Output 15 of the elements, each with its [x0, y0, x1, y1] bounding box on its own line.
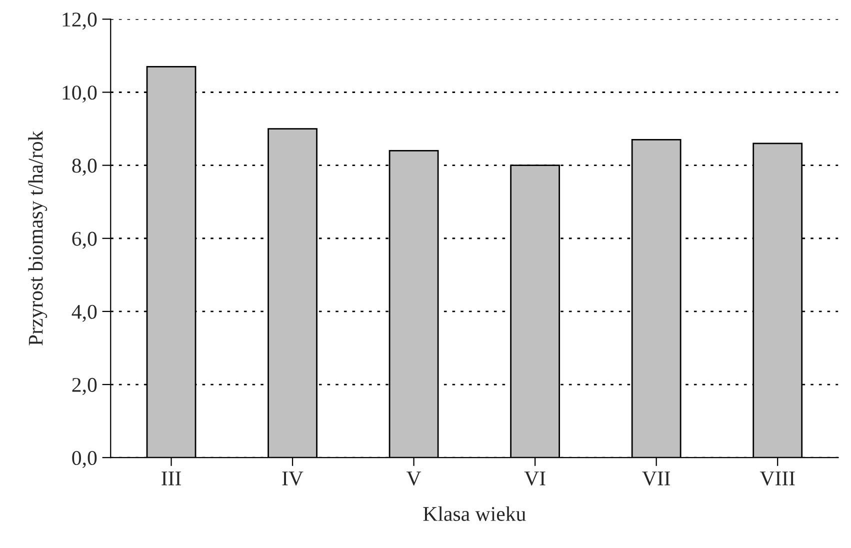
x-tick-label: III — [162, 472, 181, 486]
x-tick-label: IV — [282, 472, 304, 486]
x-axis-title: Klasa wieku — [423, 506, 526, 521]
y-axis-title: Przyrost biomasy t/ha/rok — [28, 130, 48, 346]
y-tick-label: 8,0 — [72, 158, 97, 176]
y-tick-label: 10,0 — [62, 86, 97, 103]
x-tick-label: VIII — [760, 472, 795, 486]
y-tick-label: 6,0 — [72, 232, 97, 249]
y-tick-label: 0,0 — [72, 450, 97, 468]
y-tick-label: 4,0 — [72, 304, 97, 322]
x-tick-label: VI — [524, 472, 546, 486]
x-tick-label: VII — [642, 472, 670, 486]
x-tick-label: V — [406, 472, 422, 486]
y-tick-label: 2,0 — [72, 378, 97, 395]
y-tick-label: 12,0 — [62, 12, 97, 30]
